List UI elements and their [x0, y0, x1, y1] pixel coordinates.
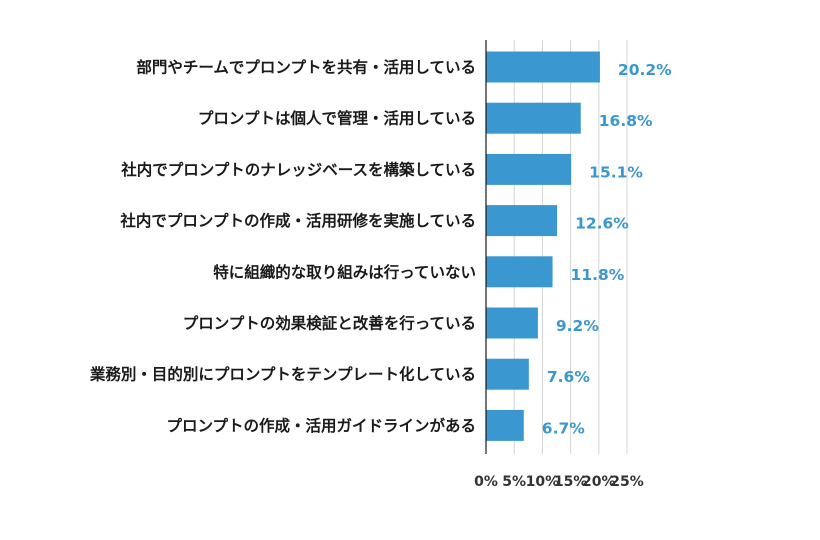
category-label: 特に組織的な取り組みは行っていない [213, 262, 476, 281]
category-label: 社内でプロンプトのナレッジベースを構築している [120, 160, 476, 179]
category-label: プロンプトの効果検証と改善を行っている [183, 314, 476, 333]
bar [486, 102, 581, 134]
value-label: 20.2% [618, 61, 672, 79]
value-label: 11.8% [571, 266, 625, 284]
value-label: 15.1% [589, 163, 643, 181]
gridlines [513, 40, 628, 454]
x-tick-label: 0% [474, 474, 498, 490]
category-labels: 部門やチームでプロンプトを共有・活用しているプロンプトは個人で管理・活用している… [89, 58, 476, 435]
bar [486, 205, 558, 237]
x-tick-label: 10% [526, 474, 560, 490]
category-label: プロンプトは個人で管理・活用している [198, 109, 476, 128]
bar [486, 256, 553, 288]
x-axis-ticks: 0% 5% 10%15%20%25% [474, 474, 644, 490]
value-labels: 20.2% 16.8% 15.1% 12.6% 11.8% 9.2% 7.6% 6.7% [542, 61, 672, 437]
category-label: 社内でプロンプトの作成・活用研修を実施している [119, 211, 476, 230]
bar [486, 51, 600, 83]
bar [486, 153, 572, 185]
category-label: 部門やチームでプロンプトを共有・活用している [136, 58, 476, 77]
value-label: 9.2% [556, 317, 599, 335]
value-label: 7.6% [547, 368, 590, 386]
category-label: プロンプトの作成・活用ガイドラインがある [166, 416, 476, 435]
bar [486, 307, 538, 339]
x-tick-label: 5% [502, 474, 526, 490]
bars [486, 51, 600, 441]
x-tick-label: 15% [554, 474, 588, 490]
category-label: 業務別・目的別にプロンプトをテンプレート化している [89, 365, 476, 384]
value-label: 16.8% [599, 112, 653, 130]
x-tick-label: 20% [582, 474, 616, 490]
bar [486, 358, 529, 390]
bar [486, 409, 524, 441]
x-tick-label: 25% [610, 474, 644, 490]
value-label: 6.7% [542, 419, 585, 437]
value-label: 12.6% [575, 215, 629, 233]
